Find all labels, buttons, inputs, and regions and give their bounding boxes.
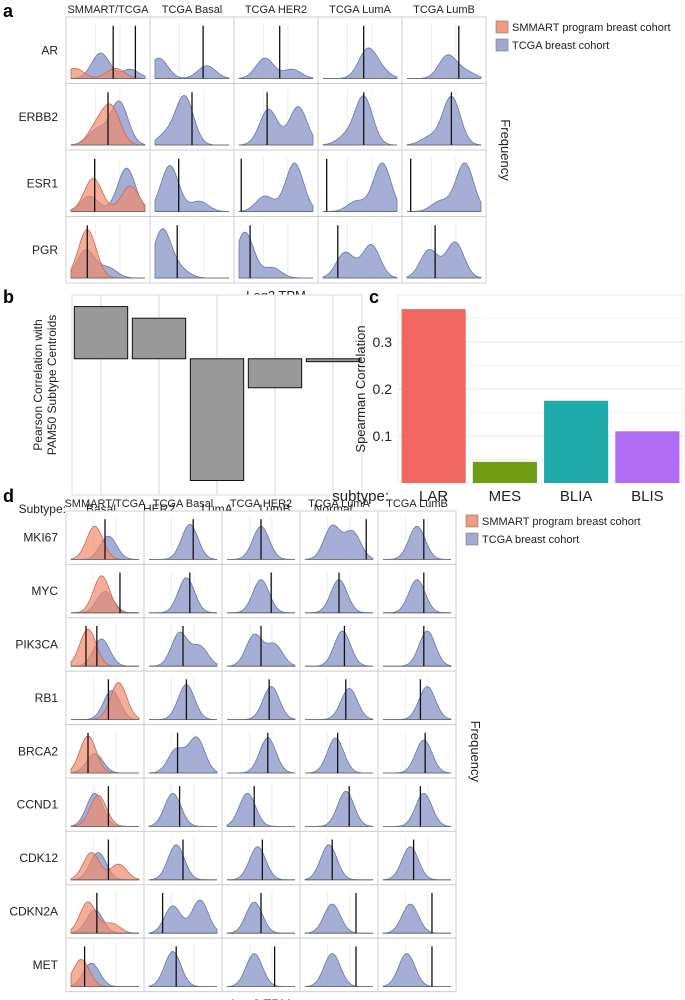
legend-label: SMMART program breast cohort <box>512 22 671 34</box>
column-header: TCGA HER2 <box>230 498 292 510</box>
bar <box>131 317 187 360</box>
row-label: MET <box>33 958 59 972</box>
column-header: TCGA LumA <box>308 498 370 510</box>
bar <box>305 358 361 363</box>
y-axis-label-line: Pearson Correlation with <box>31 319 45 450</box>
tcga-density-area <box>148 899 218 934</box>
smmart-density-area <box>70 901 140 934</box>
y-tick-label: 0.1 <box>373 428 393 444</box>
bar <box>615 431 680 483</box>
y-axis-label: Pearson Correlation withPAM50 Subtype Ce… <box>31 315 59 456</box>
tcga-density-area <box>406 241 482 279</box>
bar <box>401 309 466 483</box>
row-label: MKI67 <box>23 531 58 545</box>
y-tick-label: 0.3 <box>373 334 393 350</box>
row-label: CDK12 <box>19 851 58 865</box>
panel-c-spearman-bar-chart: 0.1 0.2 0.3 LAR MES BLIA BLIS subtype: Spearman … <box>332 294 684 505</box>
y-tick-label: 0.2 <box>373 381 393 397</box>
tcga-density-area <box>227 579 295 614</box>
panel-letter-a: a <box>3 1 14 21</box>
tcga-density-area <box>304 524 374 560</box>
smmart-density-area <box>70 852 140 881</box>
tcga-density-area <box>383 525 451 560</box>
tcga-density-area <box>406 95 482 146</box>
legend-swatch <box>495 38 509 52</box>
bar <box>544 400 609 483</box>
x-tick-label: BLIA <box>560 488 593 505</box>
column-header: TCGA LumB <box>386 498 448 510</box>
density-x-axis-label: Log2 TPM <box>231 997 291 1000</box>
density-y-axis-label: Frequency <box>468 721 483 783</box>
row-label: ERBB2 <box>19 110 59 124</box>
column-header: TCGA LumA <box>329 4 391 16</box>
bar <box>472 461 537 483</box>
y-axis-label: Spearman Correlation <box>353 325 368 452</box>
x-axis-label: Subtype: <box>19 502 66 516</box>
row-label: PGR <box>32 243 58 257</box>
tcga-density-area <box>383 579 451 614</box>
panel-letter-c: c <box>369 287 379 307</box>
panel-a-density-grid: SMMART/TCGA TCGA Basal TCGA HER2 TCGA LumA T… <box>19 4 671 303</box>
tcga-density-area <box>407 162 482 212</box>
column-header: SMMART/TCGA <box>64 498 146 510</box>
row-label: RB1 <box>35 691 59 705</box>
smmart-density-area <box>70 67 146 79</box>
tcga-density-area <box>322 243 398 279</box>
column-header: SMMART/TCGA <box>67 4 149 16</box>
legend-swatch <box>465 514 479 528</box>
x-tick-label: BLIS <box>631 488 664 505</box>
row-label: BRCA2 <box>18 744 58 758</box>
column-header: TCGA LumB <box>413 4 475 16</box>
smmart-density-area <box>70 177 146 212</box>
legend-swatch <box>495 20 509 34</box>
legend-label: SMMART program breast cohort <box>482 516 641 528</box>
row-label: ESR1 <box>27 176 59 190</box>
tcga-density-area <box>238 162 314 212</box>
tcga-density-area <box>238 57 314 79</box>
row-label: CCND1 <box>17 798 59 812</box>
tcga-density-area <box>322 95 398 146</box>
panel-letter-b: b <box>3 287 14 307</box>
bar <box>73 306 129 360</box>
y-axis-label-line: PAM50 Subtype Centroids <box>45 315 59 456</box>
tcga-density-area <box>238 106 314 146</box>
row-label: PIK3CA <box>15 638 58 652</box>
panel-letter-d: d <box>3 486 14 506</box>
density-y-axis-label: Frequency <box>498 119 513 181</box>
column-header: TCGA HER2 <box>245 4 307 16</box>
x-tick-label: LAR <box>419 488 448 505</box>
column-header: TCGA Basal <box>162 4 223 16</box>
x-axis-label: subtype: <box>332 488 389 505</box>
row-label: AR <box>41 43 58 57</box>
panel-d-density-grid: SMMART/TCGA TCGA Basal TCGA HER2 TCGA LumA T… <box>9 498 640 1000</box>
x-tick-label: MES <box>489 488 522 505</box>
legend-label: TCGA breast cohort <box>482 534 579 546</box>
legend-label: TCGA breast cohort <box>512 40 609 52</box>
column-header: TCGA Basal <box>153 498 214 510</box>
bar <box>189 358 245 482</box>
row-label: MYC <box>31 584 58 598</box>
tcga-density-area <box>154 165 230 212</box>
row-label: CDKN2A <box>9 905 58 919</box>
tcga-density-area <box>148 736 218 774</box>
legend-swatch <box>465 532 479 546</box>
bar <box>247 358 303 389</box>
tcga-density-area <box>154 57 230 79</box>
tcga-density-area <box>323 162 398 212</box>
